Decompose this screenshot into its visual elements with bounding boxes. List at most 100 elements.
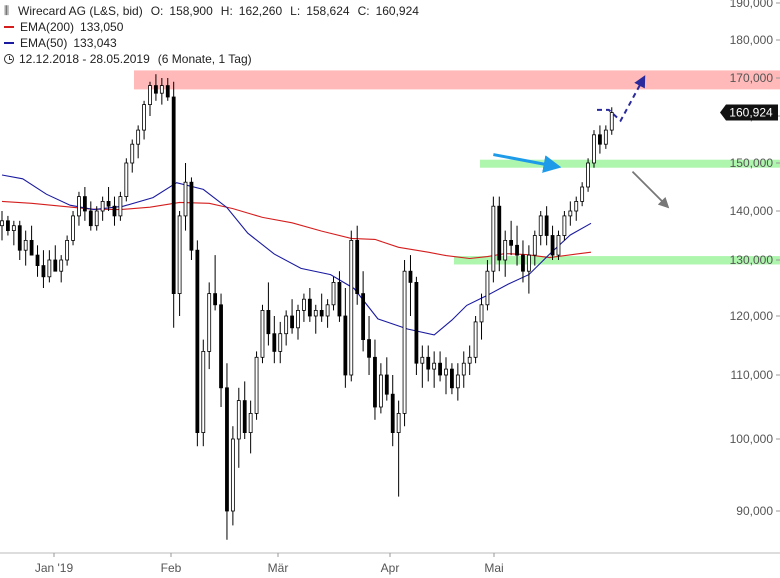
- candle-down: [106, 200, 111, 207]
- candle-up: [396, 412, 401, 433]
- x-tick-label: Mär: [268, 561, 289, 575]
- candle-up: [574, 200, 579, 212]
- candle-up: [159, 85, 164, 94]
- candle-down: [225, 387, 229, 512]
- candle-up: [325, 304, 330, 317]
- candle-down: [272, 333, 277, 352]
- candle-up: [94, 210, 99, 227]
- candle-down: [112, 205, 117, 217]
- candle-down: [544, 215, 549, 236]
- period: (6 Monate, 1 Tag): [157, 52, 252, 66]
- candle-up: [248, 412, 253, 433]
- candle-up: [136, 129, 141, 145]
- y-tick-label: 100,000: [730, 432, 774, 446]
- candle-down: [497, 205, 502, 261]
- x-tick-label: Feb: [161, 561, 182, 575]
- candle-up: [100, 200, 105, 212]
- candle-up: [467, 356, 472, 364]
- candle-down: [373, 356, 377, 408]
- candle-down: [17, 225, 22, 251]
- candle-up: [562, 215, 567, 236]
- candle-down: [195, 249, 200, 433]
- candle-down: [165, 85, 170, 98]
- candle-down: [154, 85, 158, 94]
- y-tick-label: 150,000: [730, 156, 774, 170]
- candle-down: [438, 362, 442, 376]
- high-value: 162,260: [238, 4, 283, 18]
- candle-up: [11, 225, 16, 231]
- candle-up: [65, 239, 70, 261]
- projection-arrow: [597, 75, 646, 123]
- ema50-value: 133,043: [73, 36, 117, 50]
- candle-down: [29, 239, 34, 256]
- candle-down: [213, 293, 218, 306]
- candle-up: [278, 333, 283, 352]
- candle-down: [189, 181, 194, 251]
- candle-up: [479, 304, 484, 323]
- down-arrow: [631, 171, 670, 209]
- candle-up: [177, 215, 182, 294]
- candle-up: [23, 239, 28, 251]
- x-tick-label: Mai: [484, 561, 503, 575]
- candle-up: [118, 196, 123, 217]
- candle-up: [526, 254, 531, 272]
- legend-ema200-row: EMA(200) 133,050: [4, 19, 419, 35]
- ema200-swatch: [4, 26, 14, 28]
- candle-down: [361, 293, 366, 341]
- high-label: H:: [220, 4, 233, 18]
- candle-up: [491, 205, 496, 272]
- candle-up: [378, 374, 383, 408]
- last-price-badge: 160,924: [720, 104, 778, 121]
- price-zones: [134, 70, 780, 265]
- candle-up: [556, 235, 561, 256]
- candle-up: [444, 368, 448, 376]
- signal-arrow: [493, 153, 562, 173]
- close-label: C:: [357, 4, 370, 18]
- candle-up: [124, 162, 129, 197]
- candle-up: [580, 186, 585, 202]
- candle-up: [592, 134, 596, 164]
- candle-down: [41, 265, 46, 278]
- candle-up: [130, 143, 135, 164]
- candle-down: [450, 368, 454, 389]
- candle-down: [343, 315, 348, 376]
- candle-down: [88, 210, 93, 227]
- candle-up: [71, 215, 75, 241]
- candle-up: [142, 104, 146, 131]
- ema50-label: EMA(50): [20, 36, 68, 50]
- candle-down: [337, 281, 342, 317]
- low-label: L:: [290, 4, 301, 18]
- last-price-tag: [720, 104, 778, 121]
- ema50-swatch: [4, 42, 14, 44]
- x-tick-label: Apr: [381, 561, 400, 575]
- legend: ⫼ Wirecard AG (L&S, bid) O: 158,900 H: 1…: [4, 3, 419, 67]
- candle-up: [420, 356, 425, 364]
- candle-down: [266, 309, 271, 335]
- candle-up: [183, 181, 188, 217]
- resistance-zone: [134, 70, 780, 90]
- y-tick-label: 120,000: [730, 309, 774, 323]
- candle-down: [355, 239, 360, 294]
- open-label: O:: [150, 4, 164, 18]
- candle-up: [349, 239, 354, 376]
- candle-up: [230, 438, 235, 512]
- candle-down: [515, 244, 519, 256]
- candle-up: [148, 85, 152, 105]
- candle-down: [367, 339, 371, 358]
- candle-up: [313, 309, 318, 317]
- candle-up: [201, 350, 206, 433]
- candle-up: [532, 235, 537, 256]
- candle-down: [53, 259, 58, 272]
- candle-up: [59, 259, 64, 272]
- low-value: 158,624: [306, 4, 350, 18]
- legend-range-row: 12.12.2018 - 28.05.2019 (6 Monate, 1 Tag…: [4, 51, 419, 67]
- candle-up: [47, 259, 52, 278]
- date-range: 12.12.2018 - 28.05.2019: [19, 52, 150, 66]
- y-tick-label: 90,000: [736, 504, 773, 518]
- ema50-path: [1, 174, 592, 336]
- support-zone: [454, 256, 780, 265]
- clock-icon: [4, 54, 14, 64]
- y-tick-label: 140,000: [730, 204, 774, 218]
- candle-down: [390, 393, 395, 434]
